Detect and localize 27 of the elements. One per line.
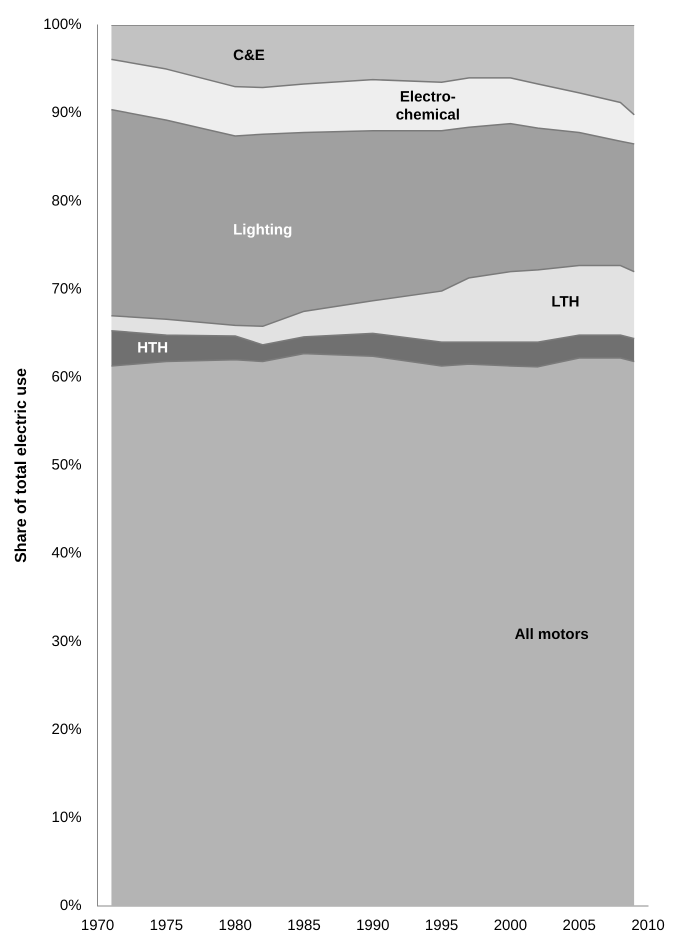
y-tick-label: 0% <box>60 897 82 914</box>
x-tick-label: 1985 <box>287 917 321 934</box>
x-tick-label: 1980 <box>218 917 252 934</box>
series-label: All motors <box>514 626 589 644</box>
y-tick-label: 10% <box>52 809 82 826</box>
y-tick-label: 50% <box>52 456 82 474</box>
y-tick-label: 100% <box>43 16 82 34</box>
series-label: LTH <box>551 293 580 310</box>
series-label: Electro- chemical <box>396 88 460 124</box>
y-axis-title: Share of total electric use <box>13 368 30 563</box>
y-tick-label: 60% <box>52 368 82 386</box>
x-tick-label: 1990 <box>356 917 390 934</box>
series-label: Lighting <box>233 221 292 238</box>
x-tick-label: 2010 <box>631 917 665 934</box>
y-tick-label: 30% <box>52 632 82 650</box>
y-tick-label: 70% <box>52 280 82 298</box>
series-label: C&E <box>233 47 265 64</box>
y-tick-label: 80% <box>52 192 82 210</box>
x-tick-label: 1995 <box>424 917 458 934</box>
x-tick-label: 2000 <box>494 917 528 934</box>
y-tick-label: 90% <box>52 104 82 122</box>
x-tick-label: 1975 <box>150 917 184 934</box>
x-tick-label: 1970 <box>80 917 114 934</box>
x-tick-label: 2005 <box>562 917 596 934</box>
y-tick-label: 40% <box>52 544 82 562</box>
series-label: HTH <box>137 339 168 356</box>
y-tick-label: 20% <box>52 720 82 738</box>
